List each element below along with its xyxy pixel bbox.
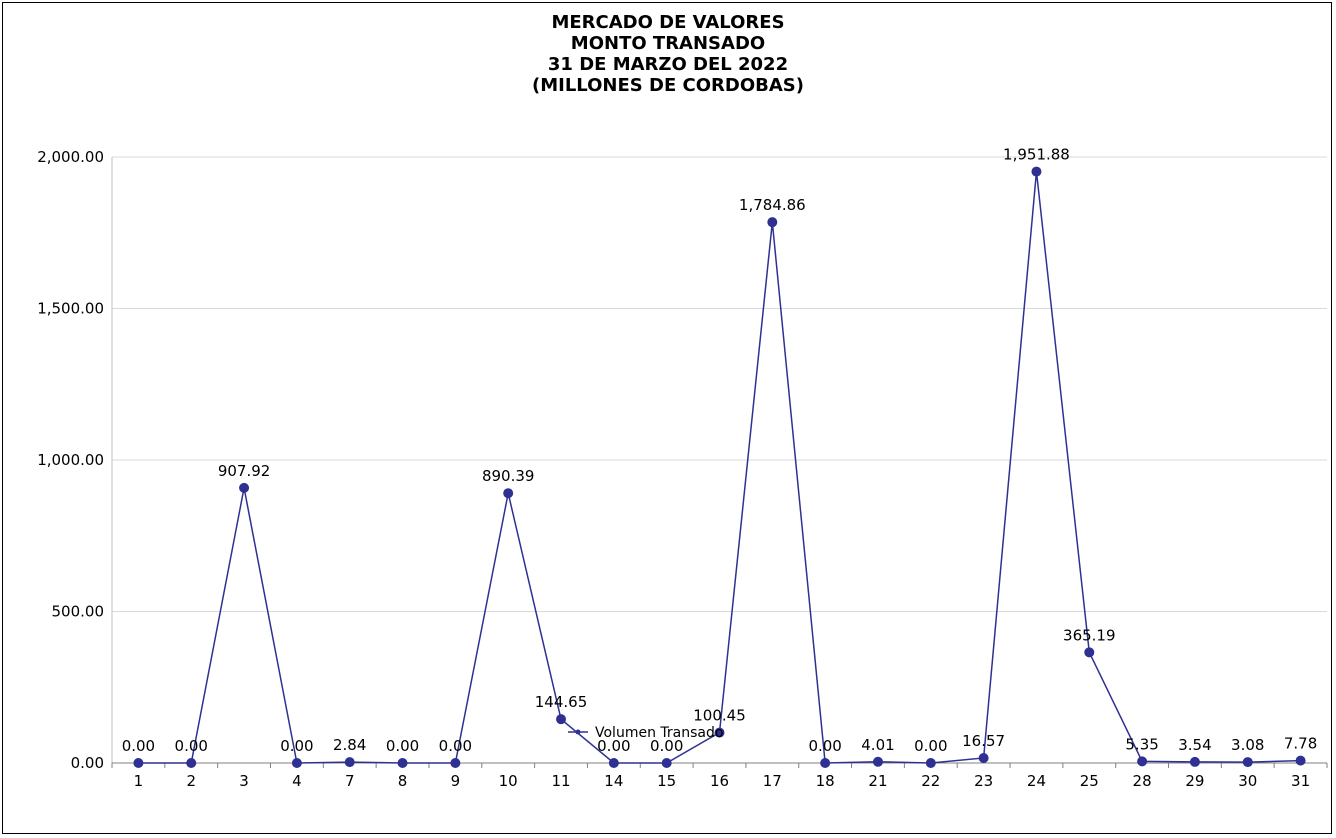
x-tick-label: 1 (134, 772, 144, 790)
data-label: 1,784.86 (739, 196, 806, 214)
y-tick-label: 500.00 (52, 603, 105, 621)
legend: Volumen Transado (568, 725, 723, 741)
data-point (1084, 647, 1095, 658)
x-tick-label: 18 (816, 772, 835, 790)
x-tick-label: 3 (239, 772, 249, 790)
data-label: 0.00 (597, 737, 630, 755)
data-label: 907.92 (218, 462, 271, 480)
data-label: 144.65 (535, 693, 588, 711)
data-label: 0.00 (439, 737, 472, 755)
data-point (978, 752, 989, 763)
x-tick-label: 4 (292, 772, 302, 790)
data-point (556, 714, 567, 725)
x-tick-label: 15 (657, 772, 676, 790)
data-point (1031, 166, 1042, 177)
data-point (1295, 755, 1306, 766)
x-tick-label: 25 (1080, 772, 1099, 790)
data-label: 100.45 (693, 707, 746, 725)
x-tick-label: 8 (398, 772, 408, 790)
data-point (344, 757, 355, 768)
data-label: 0.00 (122, 737, 155, 755)
data-point (714, 727, 725, 738)
chart-title: MERCADO DE VALORES MONTO TRANSADO 31 DE … (0, 12, 1336, 96)
data-label: 7.78 (1284, 735, 1317, 753)
gridlines (112, 156, 1327, 612)
chart-title-line-3: 31 DE MARZO DEL 2022 (547, 54, 789, 75)
x-tick-label: 16 (710, 772, 729, 790)
data-label: 2.84 (333, 736, 366, 754)
data-point (1189, 756, 1200, 767)
data-label: 0.00 (386, 737, 419, 755)
y-tick-label: 2,000.00 (37, 148, 104, 166)
data-label: 16.57 (962, 732, 1005, 750)
data-point (397, 758, 408, 768)
chart-title-line-1: MERCADO DE VALORES (551, 12, 785, 33)
x-tick-label: 11 (551, 772, 570, 790)
x-tick-label: 21 (868, 772, 887, 790)
data-label: 0.00 (650, 737, 683, 755)
chart-title-line-4: (MILLONES DE CORDOBAS) (532, 75, 804, 96)
data-point (820, 758, 831, 768)
x-tick-label: 9 (451, 772, 461, 790)
data-label: 0.00 (280, 737, 313, 755)
x-tick-label: 14 (604, 772, 623, 790)
data-label: 0.00 (175, 737, 208, 755)
data-point (1242, 757, 1253, 768)
y-tick-label: 1,000.00 (37, 451, 104, 469)
x-tick-label: 29 (1185, 772, 1204, 790)
x-tick-label: 28 (1133, 772, 1152, 790)
legend-point-marker (575, 729, 581, 735)
data-point (503, 488, 514, 499)
series-volumen-transado (133, 166, 1306, 768)
data-label: 3.54 (1178, 736, 1211, 754)
x-tick-label: 17 (763, 772, 782, 790)
x-tick-label: 7 (345, 772, 355, 790)
data-point (608, 758, 619, 768)
x-tick-label: 10 (499, 772, 518, 790)
legend-label: Volumen Transado (595, 725, 723, 741)
data-label: 365.19 (1063, 626, 1116, 644)
data-point (186, 758, 197, 768)
data-labels: 0.00 0.00 907.92 0.00 2.84 0.00 0.00 890.39 144.… (122, 146, 1318, 755)
x-tick-label: 24 (1027, 772, 1046, 790)
data-point (133, 758, 144, 768)
data-point (872, 756, 883, 767)
data-label: 3.08 (1231, 736, 1264, 754)
data-point (450, 758, 461, 768)
data-label: 0.00 (914, 737, 947, 755)
data-label: 890.39 (482, 467, 535, 485)
data-point (1137, 756, 1148, 767)
data-label: 0.00 (808, 737, 841, 755)
data-label: 5.35 (1125, 735, 1158, 753)
data-point (291, 758, 302, 768)
data-point (239, 482, 250, 493)
y-tick-label: 0.00 (71, 754, 104, 772)
data-point (767, 217, 778, 228)
x-tick-label: 22 (921, 772, 940, 790)
x-tick-label: 23 (974, 772, 993, 790)
x-tick-label: 30 (1238, 772, 1257, 790)
x-tick-label: 31 (1291, 772, 1310, 790)
data-point (661, 758, 672, 768)
x-tick-label: 2 (186, 772, 196, 790)
data-label: 4.01 (861, 736, 894, 754)
y-tick-label: 1,500.00 (37, 300, 104, 318)
data-point (925, 758, 936, 768)
data-label: 1,951.88 (1003, 146, 1070, 164)
series-line (138, 171, 1301, 764)
chart-title-line-2: MONTO TRANSADO (570, 33, 766, 54)
